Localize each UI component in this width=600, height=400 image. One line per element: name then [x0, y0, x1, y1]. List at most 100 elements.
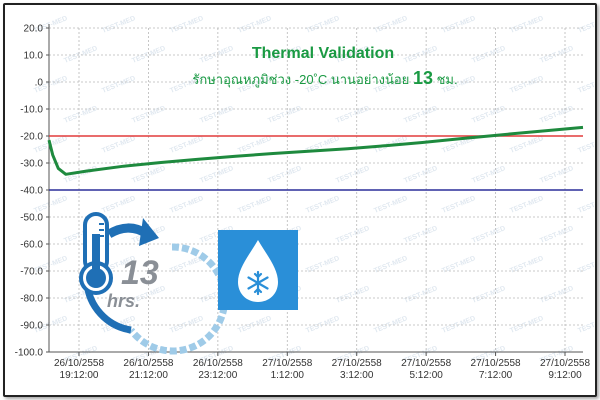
x-tick-date: 27/10/2558	[540, 358, 590, 369]
watermark-text: TEST-MED	[237, 135, 272, 155]
subtitle-prefix: รักษาอุณหภูมิช่วง -20˚C นานอย่างน้อย	[192, 72, 413, 88]
watermark-text: TEST-MED	[101, 15, 136, 35]
y-tick-label: 10.0	[24, 51, 44, 62]
x-tick-date: 26/10/2558	[54, 358, 104, 369]
y-tick-label: -90.0	[20, 321, 43, 332]
watermark-text: TEST-MED	[101, 135, 136, 155]
line-chart: TEST-MED TEST-MED TEST-MED TEST-MED TEST-MED…	[15, 15, 600, 381]
watermark-text: TEST-MED	[509, 135, 544, 155]
y-tick-labels: 20.0 10.0 .0 -10.0 -20.0 -30.0 -40.0 -50.0 -60.0…	[15, 24, 44, 359]
watermark-text: TEST-MED	[403, 105, 438, 125]
y-tick-label: -70.0	[20, 267, 43, 278]
x-tick-time: 9:12:00	[548, 370, 582, 381]
watermark-text: TEST-MED	[237, 195, 272, 215]
watermark-text: TEST-MED	[577, 15, 595, 35]
y-tick-label: -30.0	[20, 159, 43, 170]
thermometer-13hrs-icon: 13 hrs.	[79, 212, 229, 355]
watermark-text: TEST-MED	[169, 135, 204, 155]
watermark-text: TEST-MED	[471, 285, 506, 305]
thermometer-fill	[92, 234, 100, 274]
arrow-head-icon	[139, 218, 159, 246]
y-tick-label: -20.0	[20, 132, 43, 143]
watermark-text: TEST-MED	[131, 105, 166, 125]
x-tick-time: 23:12:00	[198, 370, 237, 381]
series-layer	[47, 125, 584, 176]
x-tick-time: 5:12:00	[409, 370, 443, 381]
subtitle-hours: 13	[413, 68, 433, 88]
watermark-text: TEST-MED	[509, 255, 544, 275]
x-tick-date: 27/10/2558	[401, 358, 451, 369]
watermark-text: TEST-MED	[237, 15, 272, 35]
watermark-text: TEST-MED	[199, 165, 234, 185]
y-tick-label: -60.0	[20, 240, 43, 251]
watermark-text: TEST-MED	[539, 285, 574, 305]
watermark-text: TEST-MED	[335, 105, 370, 125]
y-tick-label: -50.0	[20, 213, 43, 224]
x-tick-time: 21:12:00	[129, 370, 168, 381]
watermark-text: TEST-MED	[169, 15, 204, 35]
chart-subtitle: รักษาอุณหภูมิช่วง -20˚C นานอย่างน้อย 13 …	[192, 68, 457, 88]
watermark-text: TEST-MED	[335, 285, 370, 305]
watermark-text: TEST-MED	[539, 105, 574, 125]
progress-arc	[128, 243, 229, 355]
series-line	[47, 125, 584, 176]
watermark-text: TEST-MED	[63, 105, 98, 125]
x-tick-time: 7:12:00	[479, 370, 513, 381]
watermark-text: TEST-MED	[305, 255, 340, 275]
hours-unit: hrs.	[107, 291, 140, 311]
x-tick-date: 27/10/2558	[332, 358, 382, 369]
watermark-text: TEST-MED	[305, 15, 340, 35]
x-tick-date: 27/10/2558	[262, 358, 312, 369]
watermark-text: TEST-MED	[373, 255, 408, 275]
watermark-text: TEST-MED	[101, 195, 136, 215]
chart-title: Thermal Validation	[252, 45, 394, 62]
y-tick-label: 20.0	[24, 24, 44, 35]
y-tick-label: .0	[35, 78, 44, 89]
watermark-text: TEST-MED	[267, 165, 302, 185]
watermark-text: TEST-MED	[403, 165, 438, 185]
watermark-text: TEST-MED	[471, 105, 506, 125]
y-tick-label: -100.0	[15, 348, 44, 359]
chart-frame: TEST-MED TEST-MED TEST-MED TEST-MED TEST-MED…	[3, 3, 600, 397]
watermark-text: TEST-MED	[577, 195, 595, 215]
watermark-text: TEST-MED	[577, 135, 595, 155]
x-tick-time: 1:12:00	[271, 370, 305, 381]
x-tick-labels: 26/10/255819:12:0026/10/255821:12:0026/1…	[54, 358, 590, 381]
watermark-text: TEST-MED	[539, 225, 574, 245]
watermark-text: TEST-MED	[267, 105, 302, 125]
y-tick-label: -10.0	[20, 105, 43, 116]
y-tick-label: -40.0	[20, 186, 43, 197]
y-tick-label: -80.0	[20, 294, 43, 305]
watermark-text: TEST-MED	[199, 105, 234, 125]
watermark-text: TEST-MED	[335, 165, 370, 185]
watermark-text: TEST-MED	[509, 75, 544, 95]
frozen-drop-icon	[218, 230, 298, 310]
x-tick-time: 3:12:00	[340, 370, 374, 381]
x-tick-date: 26/10/2558	[123, 358, 173, 369]
watermark-text: TEST-MED	[441, 255, 476, 275]
subtitle-suffix: ชม.	[433, 72, 458, 87]
x-tick-time: 19:12:00	[60, 370, 99, 381]
watermark-text: TEST-MED	[169, 195, 204, 215]
watermark-text: TEST-MED	[373, 15, 408, 35]
watermark-text: TEST-MED	[577, 255, 595, 275]
watermark-text: TEST-MED	[403, 285, 438, 305]
watermark-text: TEST-MED	[471, 165, 506, 185]
watermark-text: TEST-MED	[441, 195, 476, 215]
watermark-text: TEST-MED	[471, 225, 506, 245]
watermark-text: TEST-MED	[441, 15, 476, 35]
watermark-text: TEST-MED	[509, 15, 544, 35]
watermark-text: TEST-MED	[335, 225, 370, 245]
hours-number: 13	[121, 254, 159, 292]
watermark-text: TEST-MED	[577, 315, 595, 335]
watermark-text: TEST-MED	[131, 165, 166, 185]
watermark-text: TEST-MED	[373, 195, 408, 215]
axis-layer	[46, 24, 583, 356]
thermometer-bulb-fill	[86, 268, 106, 288]
watermark-text: TEST-MED	[101, 75, 136, 95]
x-tick-date: 26/10/2558	[193, 358, 243, 369]
snowflake-icon	[247, 270, 269, 296]
watermark-text: TEST-MED	[403, 225, 438, 245]
watermark-text: TEST-MED	[539, 165, 574, 185]
watermark-text: TEST-MED	[509, 195, 544, 215]
